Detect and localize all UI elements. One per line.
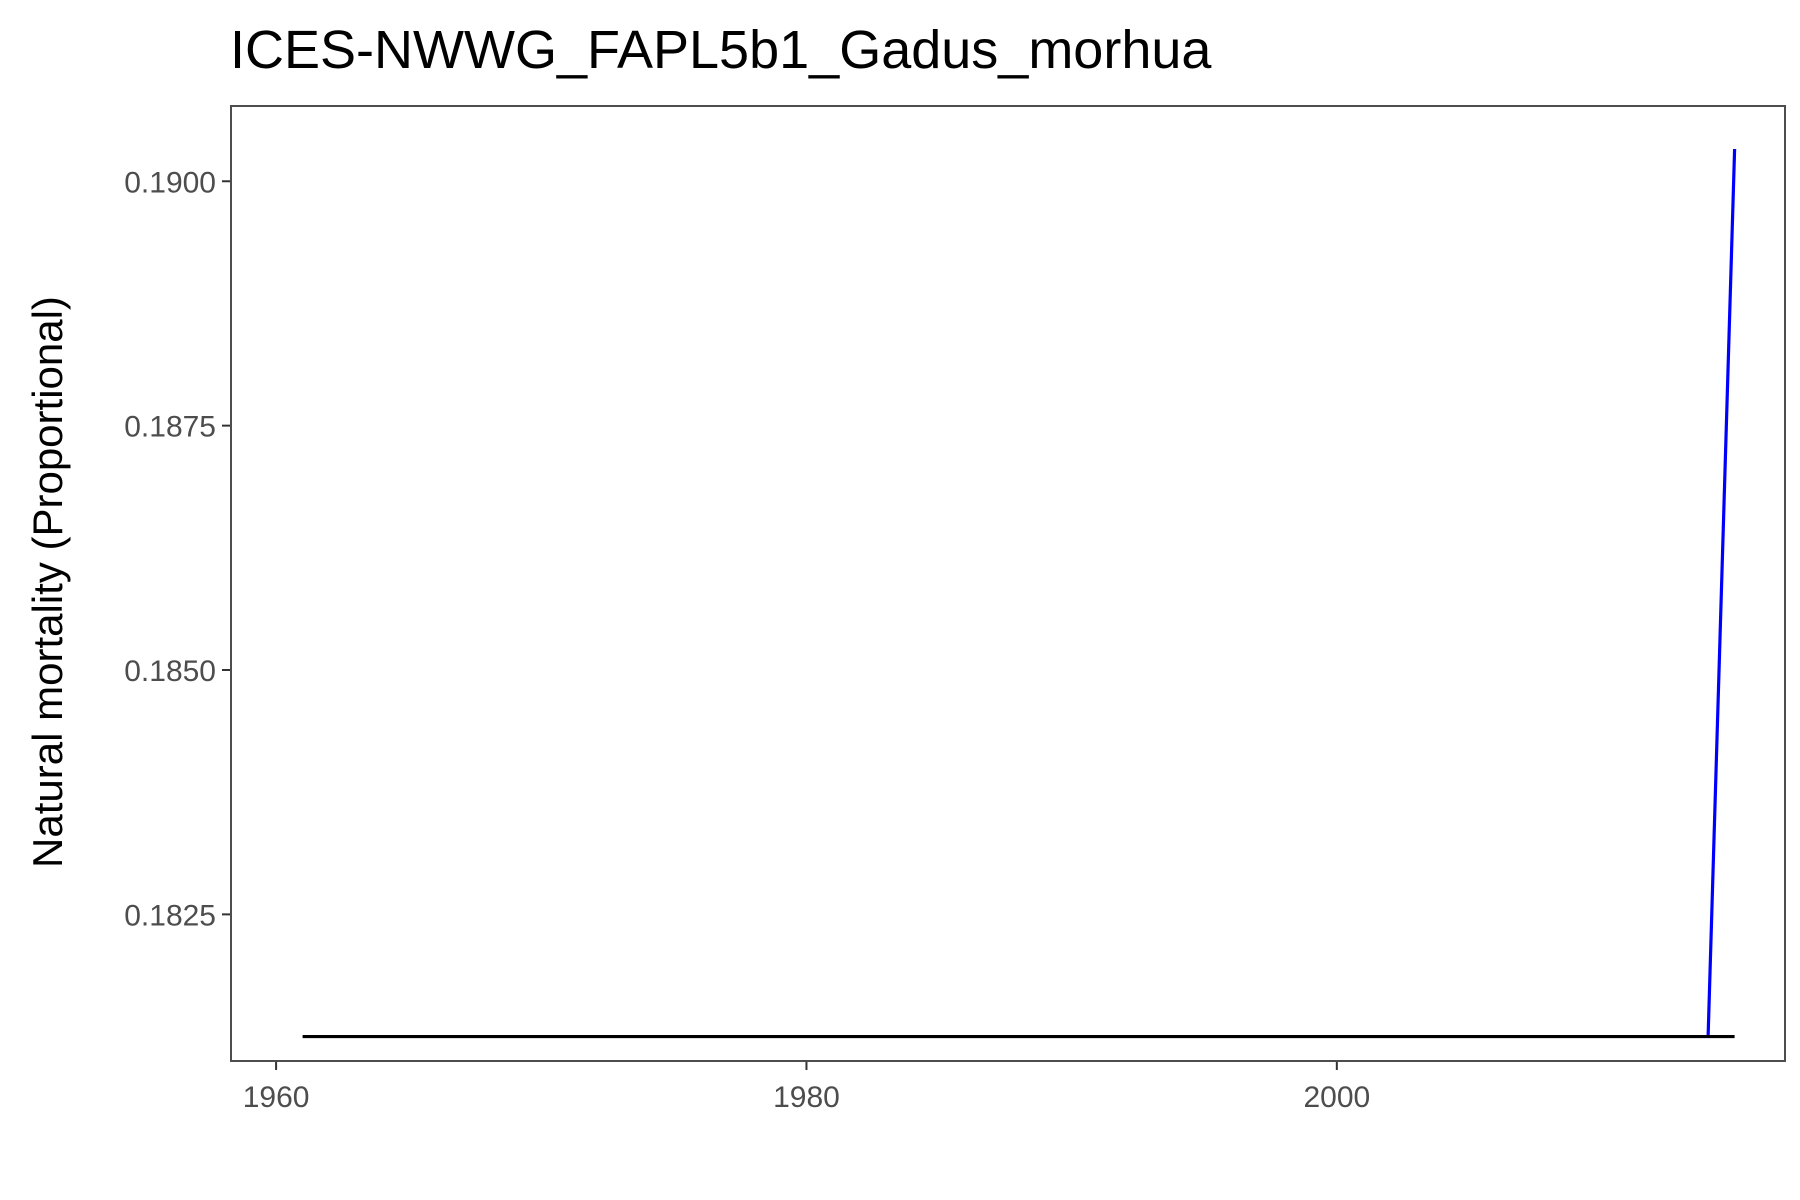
x-tick-label: 1960	[243, 1081, 310, 1114]
x-tick-label: 2000	[1303, 1081, 1370, 1114]
y-tick-label: 0.1875	[124, 411, 216, 444]
x-tick-label: 1980	[773, 1081, 840, 1114]
y-tick-label: 0.1825	[124, 899, 216, 932]
plot-panel-border	[230, 105, 1786, 1062]
y-tick-label: 0.1900	[124, 166, 216, 199]
series-layer	[302, 148, 1737, 1039]
x-axis: 1960 1980 2000	[243, 1061, 1370, 1114]
y-tick-label: 0.1850	[124, 655, 216, 688]
y-axis: 0.1825 0.1850 0.1875 0.1900	[124, 166, 231, 932]
series-line-2	[1706, 148, 1737, 1037]
chart-title: ICES-NWWG_FAPL5b1_Gadus_morhua	[230, 20, 1212, 80]
y-axis-label: Natural mortality (Proportional)	[24, 296, 71, 868]
